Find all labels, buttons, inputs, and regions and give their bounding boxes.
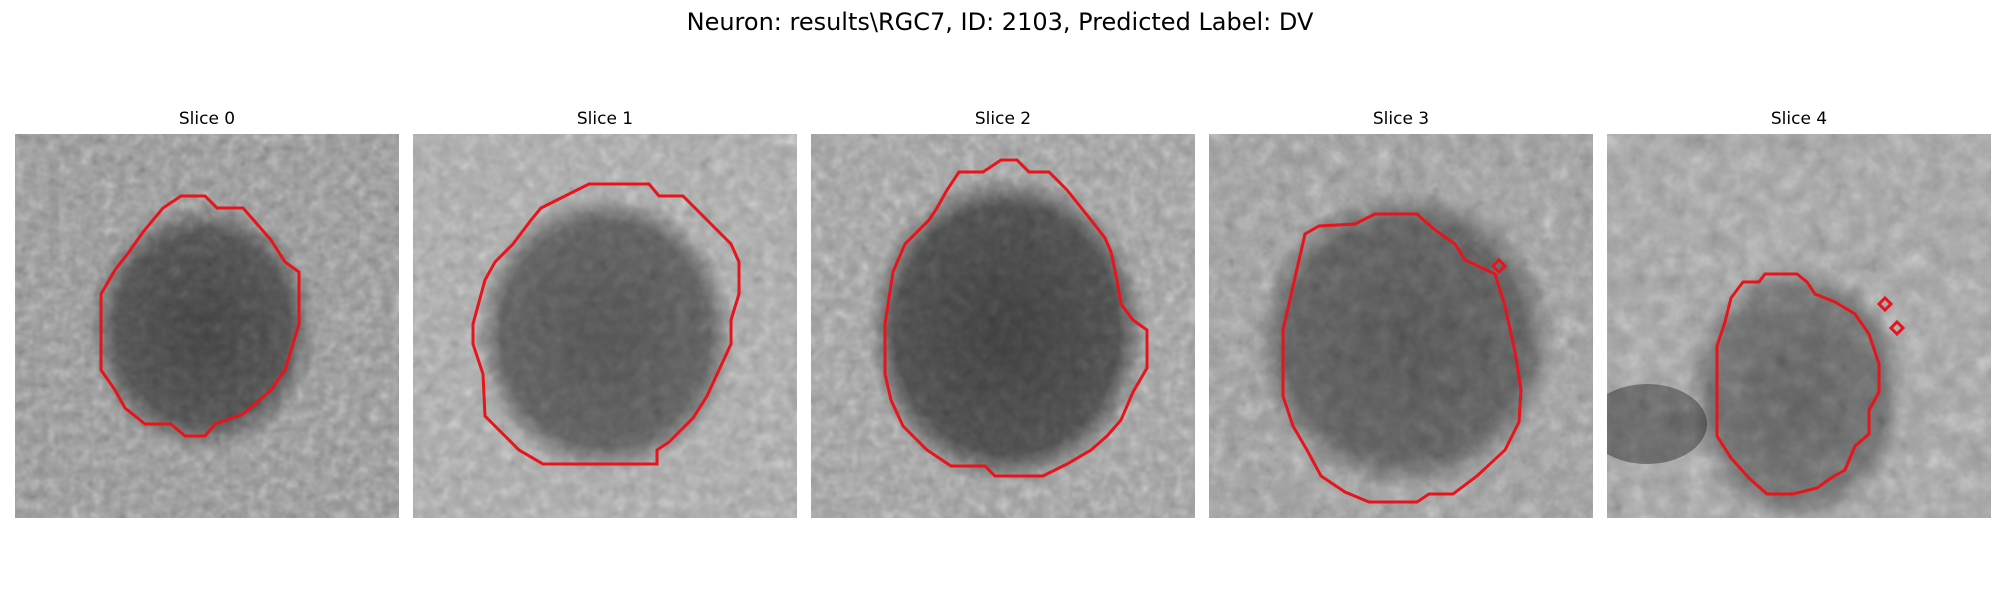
- contour-fragment: [1490, 257, 1508, 275]
- slice-title: Slice 4: [1770, 109, 1828, 129]
- slice-title: Slice 1: [576, 109, 634, 129]
- microscopy-slice-image: [1209, 134, 1593, 518]
- microscopy-slice-image: [413, 134, 797, 518]
- slice-panel-2: Slice 2: [811, 108, 1195, 518]
- cell-contour: [471, 182, 741, 466]
- slice-panel-0: Slice 0: [15, 108, 399, 518]
- slice-image: [811, 134, 1195, 518]
- cell-contour: [1281, 212, 1523, 504]
- microscopy-slice-image: [1607, 134, 1991, 518]
- slice-title: Slice 2: [974, 109, 1032, 129]
- slice-title: Slice 3: [1372, 109, 1430, 129]
- slice-title: Slice 0: [178, 109, 236, 129]
- microscopy-slice-image: [811, 134, 1195, 518]
- cell-contour: [883, 158, 1149, 478]
- cell-contour: [99, 194, 301, 438]
- figure-title: Neuron: results\RGC7, ID: 2103, Predicte…: [686, 8, 1314, 36]
- slice-image: [15, 134, 399, 518]
- slice-panel-1: Slice 1: [413, 108, 797, 518]
- slice-image: [1209, 134, 1593, 518]
- microscopy-slice-image: [15, 134, 399, 518]
- slice-image: [413, 134, 797, 518]
- slice-image: [1607, 134, 1991, 518]
- cell-contour: [1715, 272, 1881, 496]
- slice-panel-3: Slice 3: [1209, 108, 1593, 518]
- slice-panel-4: Slice 4: [1607, 108, 1991, 518]
- contour-fragment: [1888, 319, 1906, 337]
- contour-fragment: [1876, 295, 1894, 313]
